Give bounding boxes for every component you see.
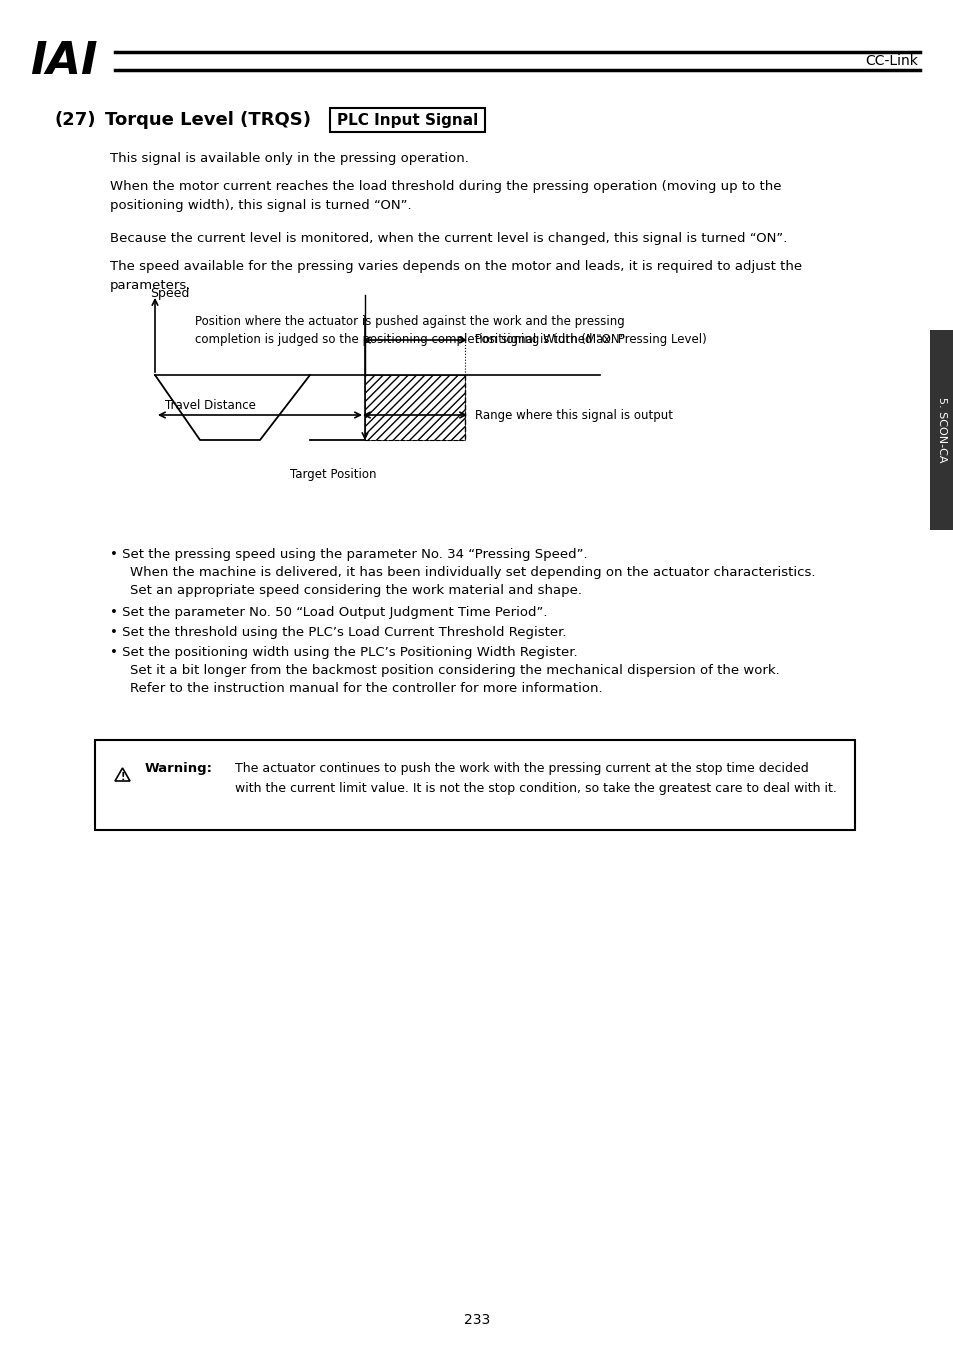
Text: Set an appropriate speed considering the work material and shape.: Set an appropriate speed considering the… xyxy=(130,585,581,597)
Text: Set it a bit longer from the backmost position considering the mechanical disper: Set it a bit longer from the backmost po… xyxy=(130,664,779,676)
Text: When the motor current reaches the load threshold during the pressing operation : When the motor current reaches the load … xyxy=(110,180,781,212)
Text: Refer to the instruction manual for the controller for more information.: Refer to the instruction manual for the … xyxy=(130,682,602,695)
FancyBboxPatch shape xyxy=(330,108,484,132)
Text: • Set the parameter No. 50 “Load Output Judgment Time Period”.: • Set the parameter No. 50 “Load Output … xyxy=(110,606,547,620)
Text: !: ! xyxy=(120,772,125,782)
Text: When the machine is delivered, it has been individually set depending on the act: When the machine is delivered, it has be… xyxy=(130,566,815,579)
Text: • Set the pressing speed using the parameter No. 34 “Pressing Speed”.: • Set the pressing speed using the param… xyxy=(110,548,587,562)
Text: CC-Link: CC-Link xyxy=(864,54,917,68)
Text: Warning:: Warning: xyxy=(145,761,213,775)
Text: PLC Input Signal: PLC Input Signal xyxy=(336,112,477,127)
Text: • Set the threshold using the PLC’s Load Current Threshold Register.: • Set the threshold using the PLC’s Load… xyxy=(110,626,566,639)
Text: Torque Level (TRQS): Torque Level (TRQS) xyxy=(105,111,311,130)
Text: 5. SCON-CA: 5. SCON-CA xyxy=(936,397,946,463)
Text: • Set the positioning width using the PLC’s Positioning Width Register.: • Set the positioning width using the PL… xyxy=(110,647,577,659)
Text: This signal is available only in the pressing operation.: This signal is available only in the pre… xyxy=(110,153,468,165)
Text: Because the current level is monitored, when the current level is changed, this : Because the current level is monitored, … xyxy=(110,232,786,244)
Text: Position where the actuator is pushed against the work and the pressing
completi: Position where the actuator is pushed ag… xyxy=(194,315,624,346)
FancyBboxPatch shape xyxy=(929,329,953,531)
FancyBboxPatch shape xyxy=(95,740,854,830)
Text: Target Position: Target Position xyxy=(290,468,376,481)
Text: Travel Distance: Travel Distance xyxy=(165,400,255,412)
Text: The speed available for the pressing varies depends on the motor and leads, it i: The speed available for the pressing var… xyxy=(110,261,801,292)
Text: Speed: Speed xyxy=(150,288,190,300)
Text: (27): (27) xyxy=(55,111,96,130)
Text: Range where this signal is output: Range where this signal is output xyxy=(475,409,672,421)
Text: 233: 233 xyxy=(463,1314,490,1327)
Text: Positioning Width (Max. Pressing Level): Positioning Width (Max. Pressing Level) xyxy=(475,333,706,347)
Bar xyxy=(365,375,464,440)
Text: with the current limit value. It is not the stop condition, so take the greatest: with the current limit value. It is not … xyxy=(234,782,836,795)
Text: IAI: IAI xyxy=(30,40,97,84)
Text: The actuator continues to push the work with the pressing current at the stop ti: The actuator continues to push the work … xyxy=(234,761,808,775)
